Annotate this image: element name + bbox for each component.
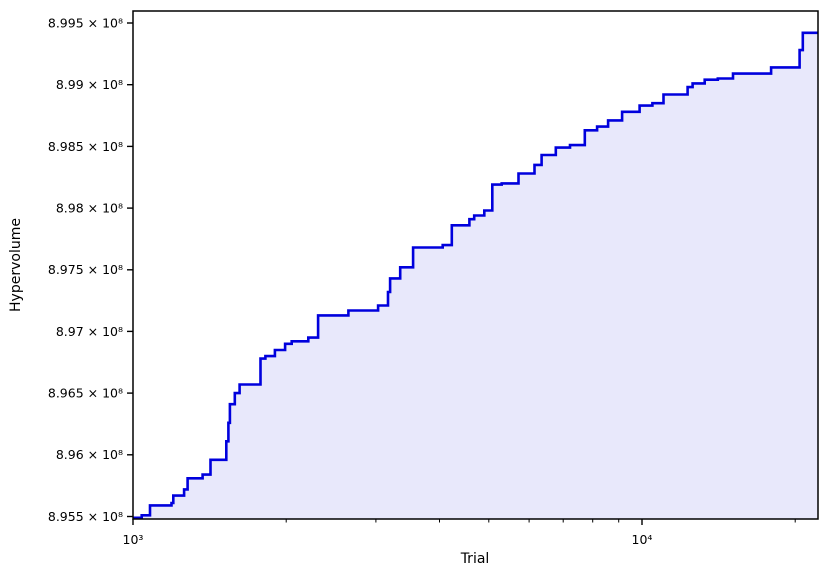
y-tick-label: 8.975 × 10⁸ [48,262,123,277]
hypervolume-step-line [133,31,818,520]
y-tick-label: 8.955 × 10⁸ [48,509,123,524]
x-tick-label: 10³ [123,532,144,547]
x-axis-ticks: 10³ 10⁴ [123,519,796,547]
x-tick-label: 10⁴ [632,532,653,547]
y-axis-ticks: 8.955 × 10⁸ 8.96 × 10⁸ 8.965 × 10⁸ 8.97 × 1… [48,15,133,524]
y-tick-label: 8.965 × 10⁸ [48,386,123,401]
y-tick-label: 8.985 × 10⁸ [48,139,123,154]
y-tick-label: 8.99 × 10⁸ [56,77,123,92]
y-tick-label: 8.96 × 10⁸ [56,447,123,462]
plot-border [132,10,819,520]
y-tick-label: 8.97 × 10⁸ [56,324,123,339]
y-tick-label: 8.995 × 10⁸ [48,15,123,30]
y-tick-label: 8.98 × 10⁸ [56,201,123,216]
x-axis-label: Trial [460,551,490,567]
hypervolume-area-fill [133,32,818,520]
y-axis-label: Hypervolume [8,218,24,312]
